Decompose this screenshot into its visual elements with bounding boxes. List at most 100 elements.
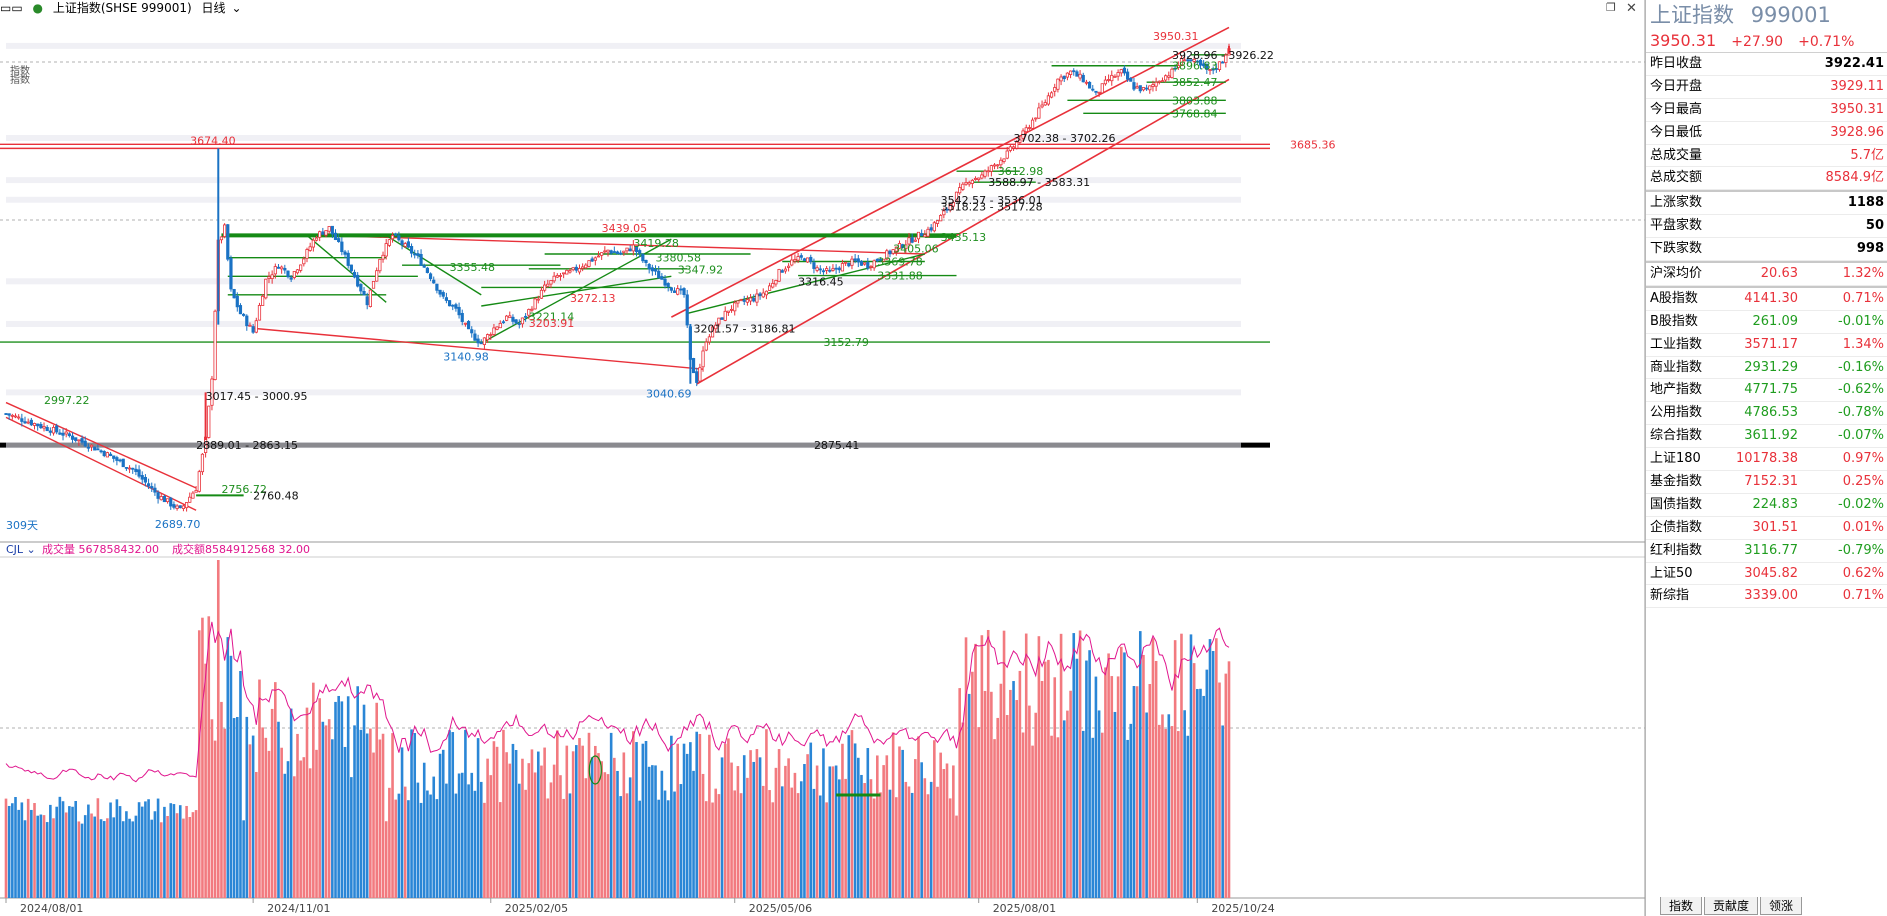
- volume-bar: [660, 770, 664, 898]
- quote-row[interactable]: 综合指数 3611.92 -0.07%: [1646, 425, 1887, 449]
- quote-row-pct: -0.02%: [1838, 496, 1884, 512]
- candle-body: [13, 415, 18, 418]
- volume-bar: [248, 744, 252, 898]
- candle-body: [505, 315, 509, 321]
- green-wedge: [687, 253, 926, 315]
- quote-row[interactable]: 今日最高 3950.31: [1646, 99, 1887, 122]
- volume-bar: [1135, 686, 1139, 898]
- candle-body: [337, 238, 341, 242]
- volume-bar: [790, 787, 794, 898]
- candle-body: [549, 280, 553, 285]
- volume-bar: [498, 802, 502, 898]
- volume-bar: [771, 802, 775, 898]
- candle-body: [197, 471, 201, 492]
- bottom-tab[interactable]: 领涨: [1760, 897, 1803, 915]
- quote-row[interactable]: 新综指 3339.00 0.71%: [1646, 585, 1887, 609]
- close-icon[interactable]: ✕: [1626, 1, 1637, 16]
- quote-row[interactable]: 企债指数 301.51 0.01%: [1646, 517, 1887, 540]
- candle-body: [273, 266, 277, 275]
- volume-bar: [197, 630, 201, 898]
- price-label: 2875.41: [814, 439, 860, 452]
- price-label: 3518.23 - 3517.28: [941, 201, 1043, 214]
- quote-row[interactable]: 沪深均价 20.63 1.32%: [1646, 261, 1887, 286]
- candle-body: [245, 315, 249, 327]
- quote-row[interactable]: B股指数 261.09 -0.01%: [1646, 311, 1887, 334]
- candle-body: [1221, 61, 1225, 64]
- candle-body: [343, 251, 347, 255]
- volume-bar: [7, 805, 11, 898]
- quote-row[interactable]: 今日最低 3928.96: [1646, 122, 1887, 145]
- price-label: 3355.48: [450, 261, 496, 274]
- quote-row-pct: 0.25%: [1842, 474, 1884, 490]
- candle-body: [1094, 90, 1098, 93]
- quote-row-pct: 0.71%: [1842, 290, 1884, 306]
- quote-row[interactable]: 今日开盘 3929.11: [1646, 76, 1887, 99]
- quote-row[interactable]: 平盘家数 50: [1646, 215, 1887, 239]
- period-dropdown[interactable]: 日线 ⌄: [201, 1, 247, 15]
- quote-row[interactable]: 商业指数 2931.29 -0.16%: [1646, 357, 1887, 380]
- candle-body: [973, 178, 978, 180]
- quote-row[interactable]: 昨日收盘 3922.41: [1646, 53, 1887, 76]
- volume-bar: [514, 750, 518, 898]
- candle-body: [520, 317, 525, 325]
- price-label: 3950.31: [1153, 30, 1199, 43]
- level-band: [6, 278, 1241, 285]
- candle-body: [1148, 85, 1152, 91]
- price-label: 309天: [6, 519, 38, 532]
- candle-body: [7, 413, 11, 416]
- volume-bar: [926, 794, 930, 898]
- candle-body: [961, 183, 965, 190]
- candle-body: [809, 256, 813, 262]
- quote-row[interactable]: 公用指数 4786.53 -0.78%: [1646, 402, 1887, 426]
- candle-body: [143, 476, 148, 483]
- volume-bar: [102, 821, 106, 898]
- quote-row[interactable]: 上证180 10178.38 0.97%: [1646, 448, 1887, 472]
- volume-bar: [1148, 684, 1152, 898]
- quote-row[interactable]: 上证50 3045.82 0.62%: [1646, 563, 1887, 586]
- volume-bar: [464, 729, 467, 898]
- volume-bar: [378, 739, 382, 898]
- menu-icon[interactable]: ▭▭: [0, 1, 23, 15]
- quote-row-value: 7152.31: [1744, 474, 1798, 490]
- volume-bar: [879, 792, 882, 898]
- volume-bar: [1186, 735, 1190, 898]
- candle-body: [1211, 68, 1215, 71]
- volume-bar: [809, 742, 813, 898]
- candle-body: [80, 438, 84, 443]
- quote-row[interactable]: 总成交量 5.7亿: [1646, 145, 1887, 168]
- volume-bar: [552, 764, 556, 898]
- volume-bar: [1154, 661, 1158, 898]
- volume-bar: [752, 761, 756, 898]
- quote-row[interactable]: 总成交额 8584.9亿: [1646, 167, 1887, 191]
- quote-row[interactable]: 下跌家数 998: [1646, 238, 1887, 262]
- volume-bar: [71, 806, 74, 898]
- volume-bar: [302, 757, 306, 898]
- quote-row[interactable]: 红利指数 3116.77 -0.79%: [1646, 540, 1887, 563]
- bottom-tab[interactable]: 指数: [1660, 897, 1703, 915]
- volume-bar: [178, 805, 182, 898]
- quote-row[interactable]: 地产指数 4771.75 -0.62%: [1646, 379, 1887, 403]
- candle-body: [707, 336, 711, 343]
- volume-bar: [99, 819, 103, 898]
- candle-body: [590, 258, 594, 262]
- candle-body: [821, 270, 826, 273]
- quote-row[interactable]: 上涨家数 1188: [1646, 190, 1887, 216]
- volume-bar: [1031, 745, 1034, 898]
- price-label: 3331.88: [877, 270, 923, 283]
- volume-bar: [733, 790, 737, 898]
- candle-body: [74, 437, 78, 441]
- quote-row[interactable]: 基金指数 7152.31 0.25%: [1646, 471, 1887, 494]
- restore-icon[interactable]: ❐: [1606, 1, 1616, 14]
- candle-body: [555, 275, 559, 278]
- volume-bar: [910, 792, 914, 898]
- bottom-tab[interactable]: 贡献度: [1704, 897, 1759, 915]
- quote-row[interactable]: 国债指数 224.83 -0.02%: [1646, 494, 1887, 517]
- candle-body: [780, 270, 784, 273]
- candle-body: [1081, 74, 1085, 83]
- quote-row[interactable]: 工业指数 3571.17 1.34%: [1646, 334, 1887, 357]
- quote-row[interactable]: A股指数 4141.30 0.71%: [1646, 285, 1887, 311]
- quote-row-label: 平盘家数: [1650, 218, 1703, 234]
- volume-bar: [26, 798, 30, 898]
- candle-body: [476, 338, 480, 344]
